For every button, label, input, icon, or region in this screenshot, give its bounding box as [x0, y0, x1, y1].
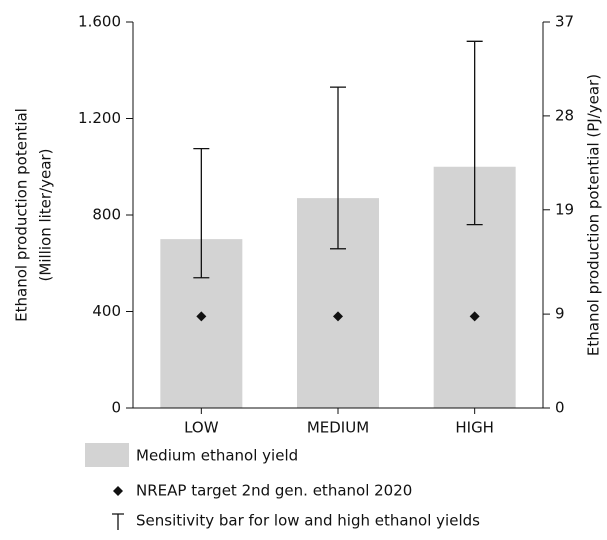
legend-label: NREAP target 2nd gen. ethanol 2020 [136, 482, 412, 500]
y-axis-label: Ethanol production potential [13, 108, 31, 322]
legend-label: Medium ethanol yield [136, 447, 298, 465]
y-tick-label: 1.200 [78, 109, 121, 127]
y-axis-label: (Million liter/year) [37, 149, 55, 282]
x-tick-label: LOW [184, 419, 219, 437]
y-tick-label: 800 [92, 206, 121, 224]
y2-tick-label: 37 [555, 13, 574, 31]
x-tick-label: HIGH [455, 419, 494, 437]
legend-errorbar [112, 513, 124, 530]
y2-tick-label: 19 [555, 200, 574, 218]
y2-tick-label: 0 [555, 399, 565, 417]
target-marker [469, 311, 480, 322]
legend-marker [113, 486, 123, 496]
y-tick-label: 1.600 [78, 13, 121, 31]
target-marker [333, 311, 343, 322]
y2-tick-label: 9 [555, 305, 565, 323]
legend-swatch [85, 443, 129, 467]
y2-axis-label: Ethanol production potential (PJ/year) [585, 74, 603, 356]
legend-label: Sensitivity bar for low and high ethanol… [136, 512, 480, 530]
target-marker [196, 311, 207, 322]
y2-tick-label: 28 [555, 106, 574, 124]
x-tick-label: MEDIUM [307, 419, 369, 437]
y-tick-label: 0 [111, 399, 121, 417]
y-tick-label: 400 [92, 302, 121, 320]
